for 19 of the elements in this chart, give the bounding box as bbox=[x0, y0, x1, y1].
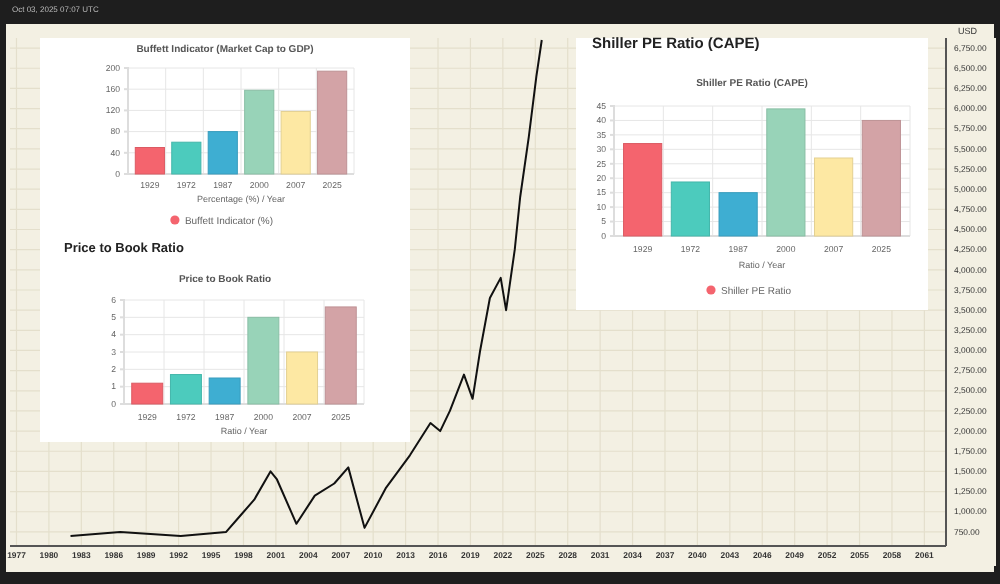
bar bbox=[766, 108, 806, 237]
bar bbox=[718, 192, 758, 237]
bar bbox=[171, 141, 202, 175]
bar bbox=[324, 306, 357, 405]
bar bbox=[317, 70, 348, 175]
bar bbox=[814, 157, 854, 237]
bar bbox=[134, 147, 165, 175]
bar bbox=[247, 316, 280, 405]
bar bbox=[286, 351, 319, 405]
bar bbox=[244, 89, 275, 175]
bar bbox=[623, 143, 663, 237]
line-series bbox=[69, 39, 543, 537]
bar bbox=[670, 181, 710, 237]
bar bbox=[861, 119, 901, 237]
bar bbox=[207, 131, 238, 175]
bar bbox=[131, 382, 164, 405]
bar bbox=[208, 377, 241, 405]
bar bbox=[169, 374, 202, 405]
bar bbox=[280, 110, 311, 175]
